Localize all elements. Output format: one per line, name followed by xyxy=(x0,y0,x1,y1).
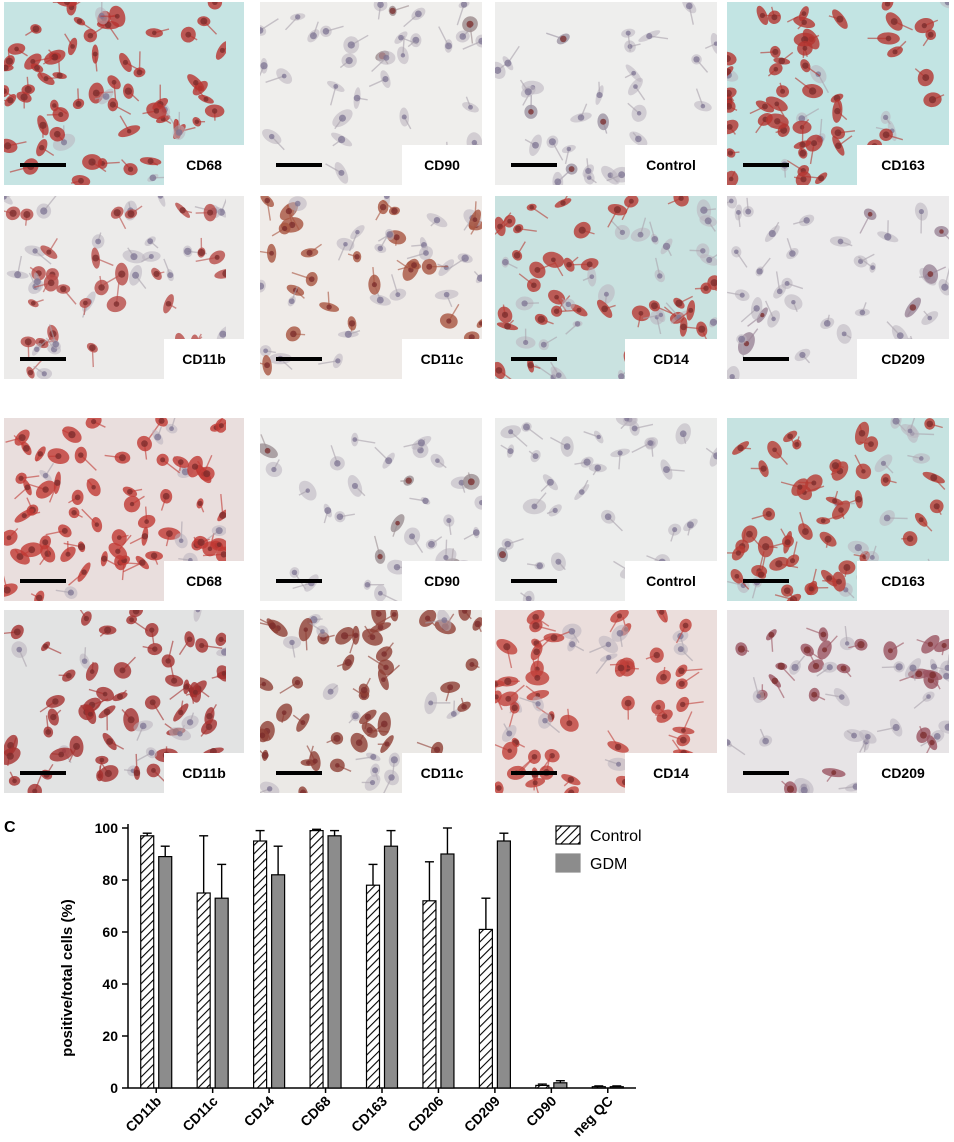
legend-label-control: Control xyxy=(590,828,642,845)
bar-control-cd11b xyxy=(140,835,155,1089)
marker-label: CD209 xyxy=(857,339,949,379)
scale-bar xyxy=(276,771,322,775)
marker-label: CD209 xyxy=(857,753,949,793)
marker-label: CD11c xyxy=(402,339,482,379)
micrograph-a-cd90: CD90 xyxy=(260,2,482,185)
y-tick-label: 80 xyxy=(102,872,118,888)
x-tick-label: CD209 xyxy=(461,1093,503,1135)
micrograph-b-cd14: CD14 xyxy=(495,610,717,793)
scale-bar xyxy=(743,163,789,167)
bar-gdm-cd209 xyxy=(496,840,511,1089)
bar-control-cd209 xyxy=(478,928,493,1089)
bar-chart: C positive/total cells (%) 0 20 40 60 80 100 C… xyxy=(4,819,642,1139)
bar-gdm-cd68 xyxy=(327,835,342,1089)
micrograph-a-cd209: CD209 xyxy=(727,196,949,379)
micrograph-b-cd11b: CD11b xyxy=(4,610,244,793)
bar-gdm-cd11c xyxy=(214,897,229,1089)
bar-gdm-cd90 xyxy=(553,1082,568,1089)
legend-label-gdm: GDM xyxy=(590,856,627,873)
marker-label: CD68 xyxy=(164,561,244,601)
micrograph-a-cd11c: CD11c xyxy=(260,196,482,379)
cell-texture xyxy=(260,610,482,793)
chart-axes: 0 20 40 60 80 100 CD11b CD11c CD14 CD68 CD163 CD206… xyxy=(95,820,636,1139)
y-tick-label: 0 xyxy=(110,1080,118,1096)
micrograph-a-control: Control xyxy=(495,2,717,185)
micrograph-a-cd163: CD163 xyxy=(727,2,949,185)
scale-bar xyxy=(511,579,557,583)
x-tick-label: CD90 xyxy=(523,1093,560,1130)
micrograph-a-cd68: CD68 xyxy=(4,2,244,185)
x-tick-label: CD163 xyxy=(348,1093,390,1135)
y-axis-label: positive/total cells (%) xyxy=(59,899,76,1057)
scale-bar xyxy=(276,579,322,583)
scale-bar xyxy=(743,579,789,583)
micrograph-b-cd90: CD90 xyxy=(260,418,482,601)
scale-bar xyxy=(511,163,557,167)
marker-label: CD163 xyxy=(857,145,949,185)
y-tick-label: 100 xyxy=(95,820,119,836)
marker-label: CD11b xyxy=(164,339,244,379)
y-tick-label: 60 xyxy=(102,924,118,940)
marker-label: CD163 xyxy=(857,561,949,601)
marker-label: CD90 xyxy=(402,145,482,185)
scale-bar xyxy=(743,771,789,775)
bar-control-cd163 xyxy=(365,884,381,1089)
marker-label: CD14 xyxy=(625,753,717,793)
bar-control-cd11c xyxy=(196,892,211,1089)
marker-label: CD11b xyxy=(164,753,244,793)
micrograph-a-cd11b: CD11b xyxy=(4,196,244,379)
micrograph-b-cd11c: CD11c xyxy=(260,610,482,793)
scale-bar xyxy=(743,357,789,361)
marker-label: CD11c xyxy=(402,753,482,793)
scale-bar xyxy=(276,163,322,167)
bar-control-cd206 xyxy=(422,900,437,1089)
legend-swatch-gdm xyxy=(555,853,581,873)
scale-bar xyxy=(511,357,557,361)
x-tick-label: CD11c xyxy=(179,1093,221,1135)
bar-gdm-cd206 xyxy=(440,853,455,1089)
micrograph-b-cd163: CD163 xyxy=(727,418,949,601)
marker-label: CD68 xyxy=(164,145,244,185)
y-tick-label: 40 xyxy=(102,976,118,992)
marker-label: Control xyxy=(625,145,717,185)
scale-bar xyxy=(20,771,66,775)
x-tick-label: CD11b xyxy=(122,1093,164,1135)
cell-texture xyxy=(260,196,482,379)
cell-texture xyxy=(4,418,226,601)
bar-gdm-cd163 xyxy=(383,845,399,1089)
cell-texture xyxy=(495,610,704,793)
legend-swatch-control xyxy=(555,825,581,845)
y-tick-label: 20 xyxy=(102,1028,118,1044)
bar-gdm-cd11b xyxy=(158,855,173,1089)
bar-control-cd68 xyxy=(309,830,324,1089)
scale-bar xyxy=(20,163,66,167)
marker-label: Control xyxy=(625,561,717,601)
panel-letter-c: C xyxy=(4,819,16,836)
scale-bar xyxy=(511,771,557,775)
scale-bar xyxy=(276,357,322,361)
bar-gdm-cd14 xyxy=(271,874,286,1089)
scale-bar xyxy=(20,357,66,361)
marker-label: CD90 xyxy=(402,561,482,601)
bar-gdm-neg-qc xyxy=(609,1086,624,1089)
chart-legend: Control GDM xyxy=(555,825,642,873)
micrograph-b-control: Control xyxy=(495,418,717,601)
micrograph-a-cd14: CD14 xyxy=(495,196,717,379)
micrograph-b-cd68: CD68 xyxy=(4,418,244,601)
bar-control-neg-qc xyxy=(591,1086,606,1089)
micrograph-b-cd209: CD209 xyxy=(727,610,949,793)
x-tick-label: CD206 xyxy=(404,1093,446,1135)
bar-control-cd90 xyxy=(535,1084,550,1089)
marker-label: CD14 xyxy=(625,339,717,379)
x-tick-label: neg QC xyxy=(569,1093,616,1140)
chart-bars xyxy=(140,827,624,1089)
scale-bar xyxy=(20,579,66,583)
x-tick-label: CD14 xyxy=(241,1093,278,1130)
x-tick-label: CD68 xyxy=(297,1093,334,1130)
bar-control-cd14 xyxy=(253,840,268,1089)
